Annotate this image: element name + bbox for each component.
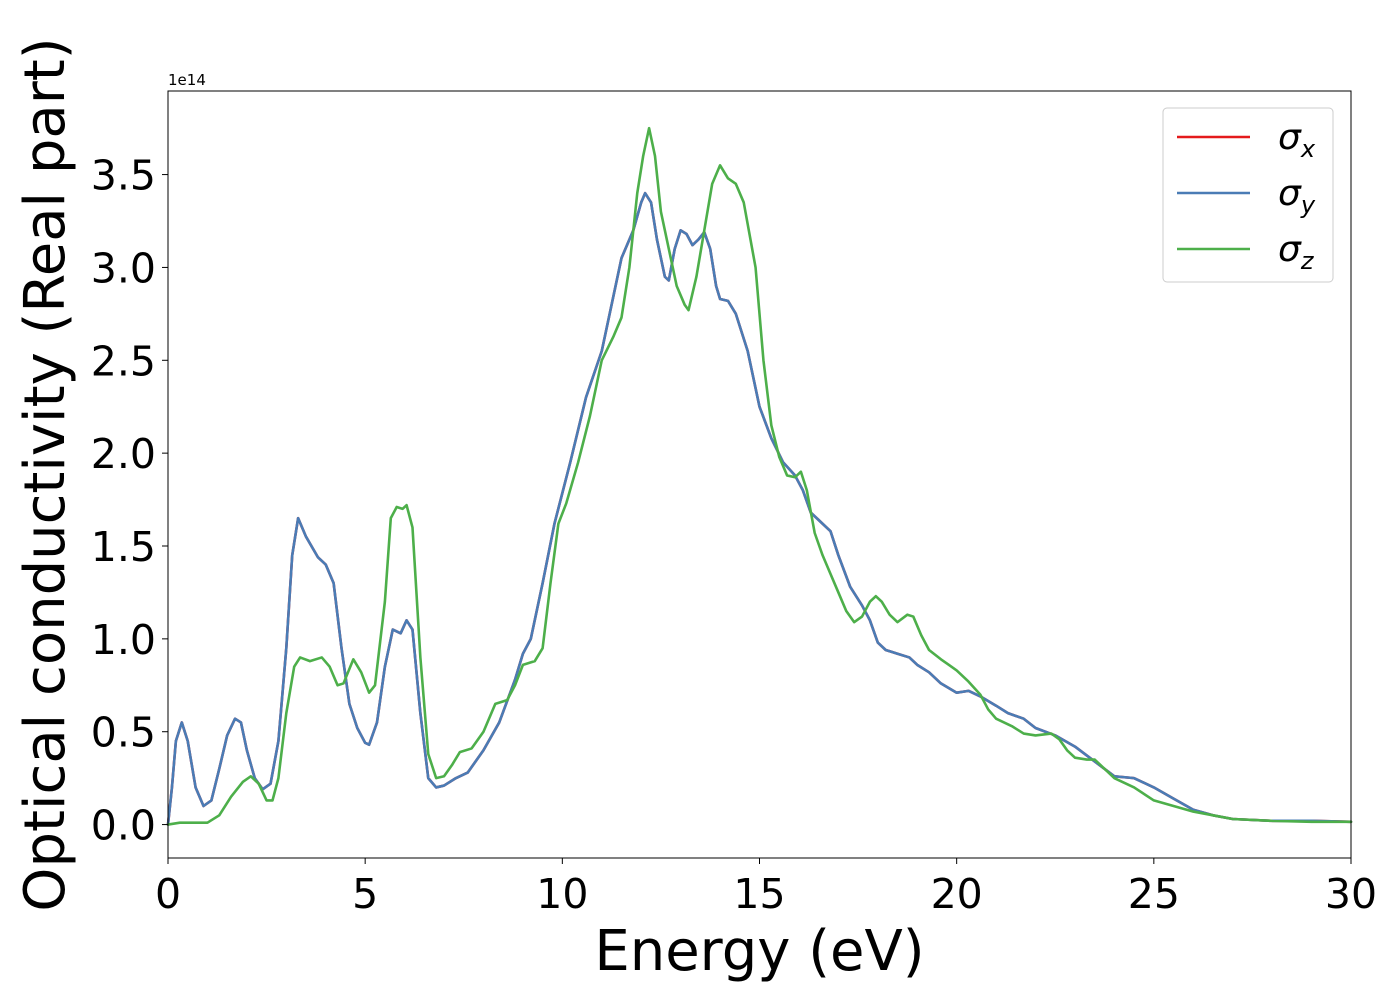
y-tick-label: 0.5 [91, 709, 156, 757]
x-tick-label: 15 [733, 870, 785, 918]
x-axis-ticks: 0 5 10 15 20 25 30 [155, 858, 1377, 918]
series-line-y [166, 191, 1353, 826]
x-tick-label: 0 [155, 870, 181, 918]
legend-label-base: σ [1278, 117, 1302, 158]
x-tick-label: 30 [1325, 870, 1377, 918]
legend-label-subscript: z [1300, 247, 1315, 275]
y-tick-label: 1.5 [91, 523, 156, 571]
x-axis-title: Energy (eV) [594, 919, 924, 984]
legend-label-base: σ [1278, 173, 1302, 214]
y-tick-label: 0.0 [91, 802, 156, 850]
legend-label-y: σy [1278, 173, 1316, 219]
x-tick-label: 5 [352, 870, 378, 918]
legend-label-x: σx [1278, 117, 1316, 163]
y-offset-label: 1e14 [168, 71, 206, 89]
y-tick-label: 2.5 [91, 337, 156, 385]
series-line-z [166, 126, 1353, 826]
y-tick-label: 3.0 [91, 244, 156, 292]
y-tick-label: 1.0 [91, 616, 156, 664]
legend-box [1162, 107, 1334, 283]
series-layer [166, 126, 1353, 826]
legend-label-subscript: x [1300, 135, 1316, 163]
y-axis-ticks: 0.0 0.5 1.0 1.5 2.0 2.5 3.0 3.5 [91, 152, 168, 850]
y-tick-label: 2.0 [91, 430, 156, 478]
legend-label-subscript: y [1300, 191, 1316, 219]
x-tick-label: 20 [931, 870, 983, 918]
x-tick-label: 10 [536, 870, 588, 918]
x-tick-label: 25 [1128, 870, 1180, 918]
legend-label-base: σ [1278, 229, 1302, 270]
legend-label-z: σz [1278, 229, 1315, 275]
y-axis-title: Optical conductivity (Real part) [13, 37, 78, 911]
y-tick-label: 3.5 [91, 152, 156, 200]
